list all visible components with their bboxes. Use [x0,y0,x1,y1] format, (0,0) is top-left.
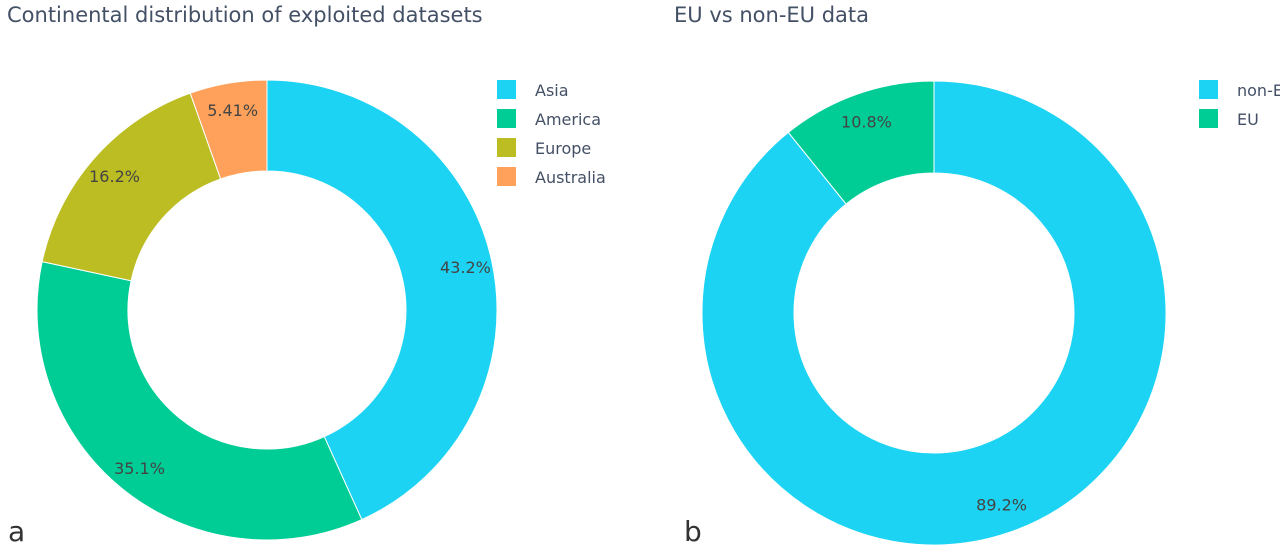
legend: Asia America Europe Australia [497,80,606,187]
legend-label: Europe [535,139,591,158]
legend-swatch [497,138,516,157]
chart-eu-vs-non-eu: EU vs non-EU data 89.2% 10.8% non-EU EU b [674,3,1280,548]
slice-value-label: 5.41% [207,101,258,120]
slice-value-label: 10.8% [841,113,892,132]
legend: non-EU EU [1199,80,1280,129]
legend-swatch [1199,109,1218,128]
donut-slices [36,79,498,541]
legend-swatch [497,80,516,99]
legend-swatch [497,109,516,128]
donut-slice-australia [189,79,268,180]
donut-slice-america [36,261,363,541]
slice-value-label: 35.1% [114,459,165,478]
donut-slice-asia [266,79,498,521]
chart-continental: Continental distribution of exploited da… [7,3,606,548]
donut-slice-europe [41,92,222,282]
donut-slice-non-eu [701,80,1167,546]
slice-value-label: 43.2% [440,258,491,277]
legend-label: America [535,110,601,129]
chart-title: Continental distribution of exploited da… [7,3,483,27]
panel-label: b [684,515,702,548]
slice-value-label: 89.2% [976,495,1027,514]
legend-label: Asia [535,81,569,100]
legend-swatch [497,167,516,186]
legend-label: non-EU [1237,81,1280,100]
legend-label: Australia [535,168,606,187]
legend-label: EU [1237,110,1259,129]
slice-labels: 89.2% 10.8% [841,113,1027,515]
slice-value-label: 16.2% [89,167,140,186]
slice-labels: 43.2% 35.1% 16.2% 5.41% [89,101,491,478]
panel-label: a [8,515,25,548]
donut-slice-eu [787,80,935,205]
chart-title: EU vs non-EU data [674,3,869,27]
legend-swatch [1199,80,1218,99]
donut-slices [701,80,1167,546]
